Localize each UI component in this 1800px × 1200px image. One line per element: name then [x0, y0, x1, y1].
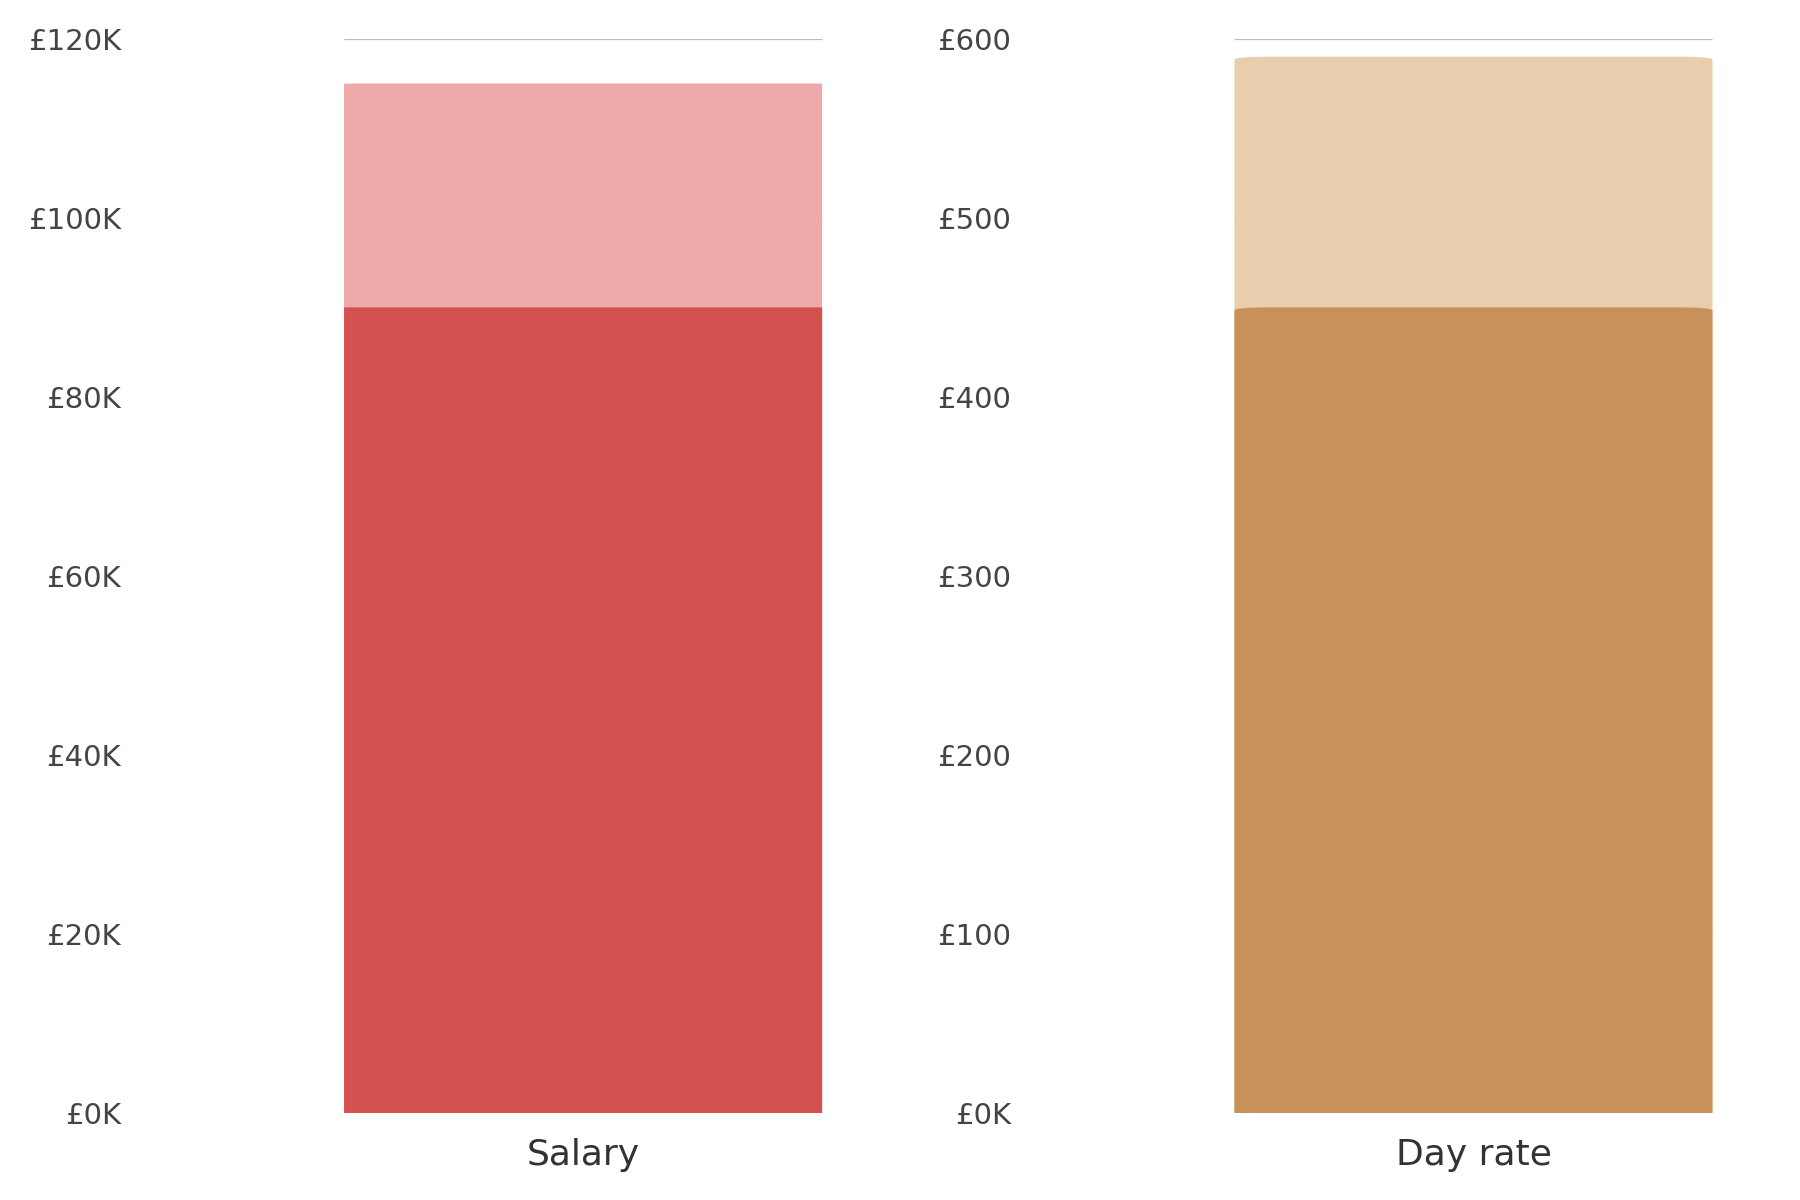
PathPatch shape — [1235, 307, 1712, 1114]
PathPatch shape — [344, 84, 823, 1114]
PathPatch shape — [1235, 56, 1712, 1114]
PathPatch shape — [344, 307, 823, 1114]
